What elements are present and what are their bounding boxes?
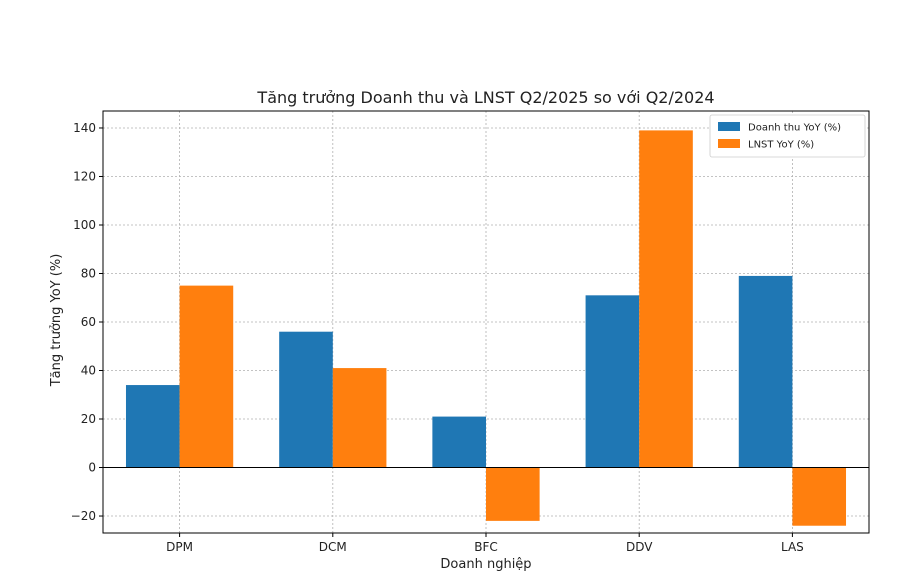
- bar-lnst-dcm: [332, 368, 387, 468]
- legend-label: Doanh thu YoY (%): [748, 123, 841, 134]
- y-tick-label: 120: [73, 169, 96, 183]
- y-ticks: −20 0 20 40 60 80 100 120 140: [71, 121, 103, 523]
- bar-doanh-thu-dpm: [125, 385, 180, 468]
- bar-lnst-bfc: [486, 467, 540, 521]
- y-tick-label: 60: [81, 315, 96, 329]
- x-tick-label: BFC: [474, 540, 498, 554]
- bars: [125, 130, 847, 526]
- bar-lnst-dpm: [179, 285, 234, 468]
- y-tick-label: −20: [71, 509, 96, 523]
- legend-swatch: [718, 139, 740, 148]
- x-axis-title: Doanh nghiệp: [440, 557, 531, 572]
- bar-doanh-thu-dcm: [279, 331, 333, 468]
- legend-swatch: [718, 122, 740, 131]
- bar-doanh-thu-bfc: [432, 416, 486, 468]
- x-tick-label: DCM: [319, 540, 347, 554]
- legend-frame: [709, 114, 866, 158]
- bar-doanh-thu-ddv: [585, 295, 640, 468]
- y-axis-title: Tăng trưởng YoY (%): [49, 254, 64, 388]
- bar-doanh-thu-las: [738, 275, 793, 468]
- y-tick-label: 20: [81, 412, 96, 426]
- x-ticks: DPM DCM BFC DDV LAS: [166, 533, 804, 554]
- y-tick-label: 100: [73, 218, 96, 232]
- legend: Doanh thu YoY (%) LNST YoY (%): [709, 114, 866, 158]
- x-tick-label: DPM: [166, 540, 193, 554]
- y-tick-label: 0: [88, 461, 96, 475]
- bar-lnst-ddv: [639, 130, 693, 468]
- bar-lnst-las: [792, 467, 847, 526]
- y-tick-label: 80: [81, 266, 96, 280]
- y-tick-label: 40: [81, 364, 96, 378]
- x-tick-label: DDV: [626, 540, 653, 554]
- y-tick-label: 140: [73, 121, 96, 135]
- chart-title: Tăng trưởng Doanh thu và LNST Q2/2025 so…: [256, 88, 714, 107]
- x-tick-label: LAS: [781, 540, 804, 554]
- legend-label: LNST YoY (%): [748, 140, 814, 151]
